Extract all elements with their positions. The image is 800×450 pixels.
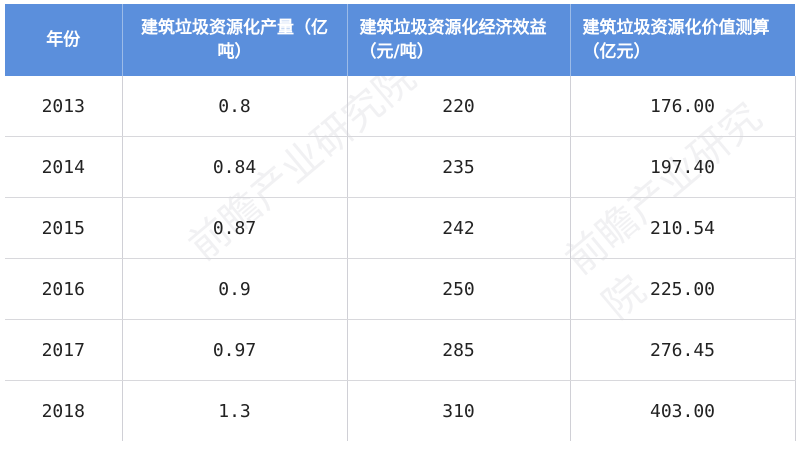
cell-value: 403.00: [570, 380, 796, 441]
table-row: 2013 0.8 220 176.00: [5, 76, 796, 137]
cell-output: 0.8: [122, 76, 348, 137]
cell-year: 2014: [5, 136, 123, 198]
cell-benefit: 235: [347, 136, 571, 198]
cell-output: 0.9: [122, 258, 348, 320]
cell-output: 0.97: [122, 319, 348, 381]
cell-value: 197.40: [570, 136, 796, 198]
cell-benefit: 285: [347, 319, 571, 381]
cell-benefit: 250: [347, 258, 571, 320]
table-row: 2017 0.97 285 276.45: [5, 319, 796, 381]
cell-benefit: 220: [347, 76, 571, 137]
table-row: 2018 1.3 310 403.00: [5, 380, 796, 441]
cell-year: 2013: [5, 76, 123, 137]
cell-year: 2015: [5, 197, 123, 259]
cell-year: 2018: [5, 380, 123, 441]
cell-benefit: 242: [347, 197, 571, 259]
header-row: 年份 建筑垃圾资源化产量（亿吨） 建筑垃圾资源化经济效益（元/吨） 建筑垃圾资源…: [5, 4, 795, 76]
cell-value: 225.00: [570, 258, 796, 320]
header-output: 建筑垃圾资源化产量（亿吨）: [122, 4, 348, 76]
cell-year: 2016: [5, 258, 123, 320]
header-year: 年份: [5, 4, 123, 76]
table-row: 2015 0.87 242 210.54: [5, 197, 796, 259]
data-table: 年份 建筑垃圾资源化产量（亿吨） 建筑垃圾资源化经济效益（元/吨） 建筑垃圾资源…: [5, 4, 796, 441]
cell-output: 0.84: [122, 136, 348, 198]
header-benefit: 建筑垃圾资源化经济效益（元/吨）: [347, 4, 571, 76]
cell-output: 0.87: [122, 197, 348, 259]
cell-year: 2017: [5, 319, 123, 381]
table-row: 2016 0.9 250 225.00: [5, 258, 796, 320]
table-row: 2014 0.84 235 197.40: [5, 136, 796, 198]
cell-value: 210.54: [570, 197, 796, 259]
cell-value: 276.45: [570, 319, 796, 381]
header-value: 建筑垃圾资源化价值测算（亿元）: [570, 4, 795, 76]
cell-output: 1.3: [122, 380, 348, 441]
cell-benefit: 310: [347, 380, 571, 441]
cell-value: 176.00: [570, 76, 796, 137]
